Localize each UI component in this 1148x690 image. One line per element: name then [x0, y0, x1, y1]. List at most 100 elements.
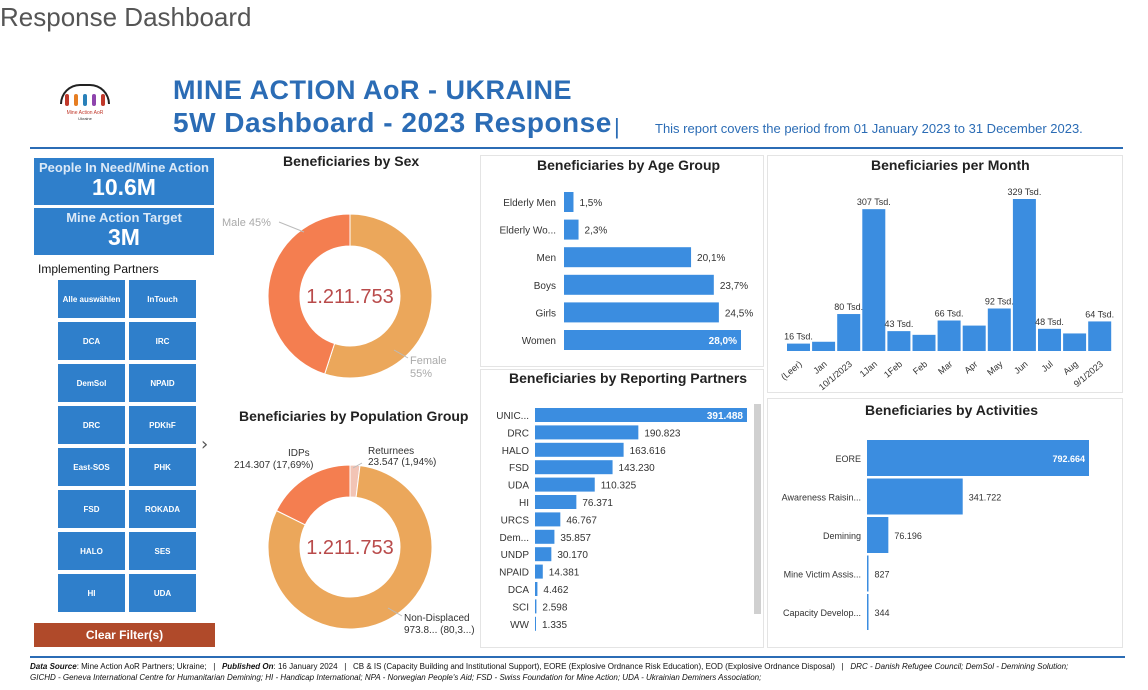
- footer-line-1: Data Source: Mine Action AoR Partners; U…: [30, 661, 1125, 672]
- bar-category-label: FSD: [509, 463, 529, 474]
- bar-category-label: UNDP: [501, 550, 530, 561]
- kpi-label: Mine Action Target: [66, 210, 182, 225]
- partner-slicer-item[interactable]: InTouch: [129, 280, 196, 318]
- partner-slicer-item[interactable]: DemSol: [58, 364, 125, 402]
- header-rule: [30, 147, 1123, 149]
- bar: [867, 478, 963, 515]
- partner-slicer-item[interactable]: HI: [58, 574, 125, 612]
- bar: [887, 331, 911, 351]
- bar-category-label: HI: [519, 498, 529, 509]
- partner-slicer-item[interactable]: HALO: [58, 532, 125, 570]
- bar-category-label: Awareness Raisin...: [782, 493, 861, 503]
- mine-action-logo: Mine Action AoR Ukraine: [52, 84, 118, 134]
- returnees-label: Returnees: [368, 446, 414, 457]
- footer-line-2: GICHD - Geneva International Centre for …: [30, 673, 762, 682]
- header-title: MINE ACTION AoR - UKRAINE: [173, 75, 572, 105]
- bar-value-label: 16 Tsd.: [784, 332, 813, 342]
- partner-slicer-item[interactable]: SES: [129, 532, 196, 570]
- bar: [535, 477, 595, 492]
- partner-slicer-item[interactable]: UDA: [129, 574, 196, 612]
- bar: [1088, 321, 1112, 351]
- partner-slicer-item[interactable]: IRC: [129, 322, 196, 360]
- bar-category-label: Demining: [823, 531, 861, 541]
- female-pct-label: 55%: [410, 368, 432, 380]
- reporting-bar-chart: UNIC... 391.488 DRC 190.823 HALO 163.616 FSD 14…: [496, 408, 747, 631]
- bar-value-label: 64 Tsd.: [1085, 309, 1114, 319]
- bar-category-label: EORE: [835, 454, 861, 464]
- x-tick-label: (Leer): [779, 359, 804, 382]
- header-subtitle: 5W Dashboard - 2023 Response: [173, 107, 612, 138]
- partner-slicer-item[interactable]: Alle auswählen: [58, 280, 125, 318]
- donut-center-value: 1.211.753: [306, 286, 394, 308]
- partner-slicer-item[interactable]: PHK: [129, 448, 196, 486]
- logo-arc: [60, 84, 110, 104]
- clear-filters-button[interactable]: Clear Filter(s): [34, 623, 215, 647]
- bar-value-label: 92 Tsd.: [985, 296, 1014, 306]
- bar-category-label: HALO: [502, 446, 529, 457]
- bar: [535, 547, 552, 562]
- bar-value-label: 1,5%: [579, 198, 602, 209]
- bar: [564, 302, 719, 323]
- reporting-scrollbar[interactable]: [754, 404, 761, 614]
- bar-value-label: 391.488: [707, 411, 744, 422]
- bar: [1012, 199, 1036, 351]
- bar-category-label: Capacity Develop...: [783, 608, 861, 618]
- bar-value-label: 76.196: [894, 531, 922, 541]
- footer-published-label: Published On: [221, 662, 274, 671]
- bar: [564, 247, 692, 268]
- idps-value: 214.307 (17,69%): [234, 460, 314, 471]
- footer-published-text: : 16 January 2024: [273, 662, 338, 671]
- bar: [564, 330, 741, 350]
- bar-category-label: Girls: [535, 308, 556, 319]
- bar: [787, 343, 810, 351]
- partner-slicer-item[interactable]: ROKADA: [129, 490, 196, 528]
- kpi-value: 3M: [108, 224, 140, 250]
- bar-value-label: 20,1%: [697, 253, 725, 264]
- bar: [535, 564, 543, 579]
- partner-slicer-item[interactable]: DCA: [58, 322, 125, 360]
- bar-category-label: Elderly Wo...: [500, 226, 557, 237]
- bar: [867, 440, 1089, 476]
- bar-category-label: Boys: [534, 281, 556, 292]
- footer-source-text: : Mine Action AoR Partners; Ukraine;: [76, 662, 207, 671]
- bar: [564, 219, 579, 240]
- leader-line: [387, 607, 403, 617]
- bar: [1038, 328, 1061, 351]
- activities-panel: [767, 398, 1123, 648]
- bar-value-label: 14.381: [549, 568, 580, 579]
- partner-slicer-item[interactable]: NPAID: [129, 364, 196, 402]
- bar-value-label: 341.722: [969, 493, 1002, 503]
- bar-value-label: 24,5%: [725, 308, 753, 319]
- age-chart-title: Beneficiaries by Age Group: [537, 157, 721, 173]
- bar-value-label: 307 Tsd.: [857, 197, 891, 207]
- bar: [987, 308, 1011, 351]
- population-chart-title: Beneficiaries by Population Group: [239, 408, 469, 424]
- partner-slicer-item[interactable]: DRC: [58, 406, 125, 444]
- kpi-label: People In Need/Mine Action: [39, 160, 209, 175]
- donut-center-value: 1.211.753: [306, 537, 394, 559]
- month-chart-title: Beneficiaries per Month: [871, 157, 1030, 173]
- bar-category-label: NPAID: [499, 568, 529, 579]
- bar-value-label: 1.335: [542, 620, 567, 631]
- footer: Data Source: Mine Action AoR Partners; U…: [30, 656, 1125, 683]
- sex-chart-title: Beneficiaries by Sex: [283, 153, 420, 169]
- bar-category-label: Men: [537, 253, 556, 264]
- footer-abbreviations-2: DRC - Danish Refugee Council; DemSol - D…: [850, 662, 1069, 671]
- partner-slicer-item[interactable]: East-SOS: [58, 448, 125, 486]
- bar-value-label: 2,3%: [585, 226, 608, 237]
- footer-source-label: Data Source: [30, 662, 77, 671]
- activities-chart-title: Beneficiaries by Activities: [865, 402, 1039, 418]
- bar-value-label: 329 Tsd.: [1007, 187, 1041, 197]
- chevron-right-icon[interactable]: ›: [201, 434, 209, 455]
- footer-sep: |: [841, 662, 844, 671]
- partner-slicer-item[interactable]: FSD: [58, 490, 125, 528]
- bar: [812, 341, 836, 351]
- partner-slicer-item[interactable]: PDKhF: [129, 406, 196, 444]
- bar-value-label: 76.371: [582, 498, 613, 509]
- month-panel: [767, 155, 1123, 393]
- x-tick-label: Jul: [1040, 359, 1055, 374]
- donut-slice: [267, 465, 433, 630]
- x-tick-label: Aug: [1061, 359, 1080, 377]
